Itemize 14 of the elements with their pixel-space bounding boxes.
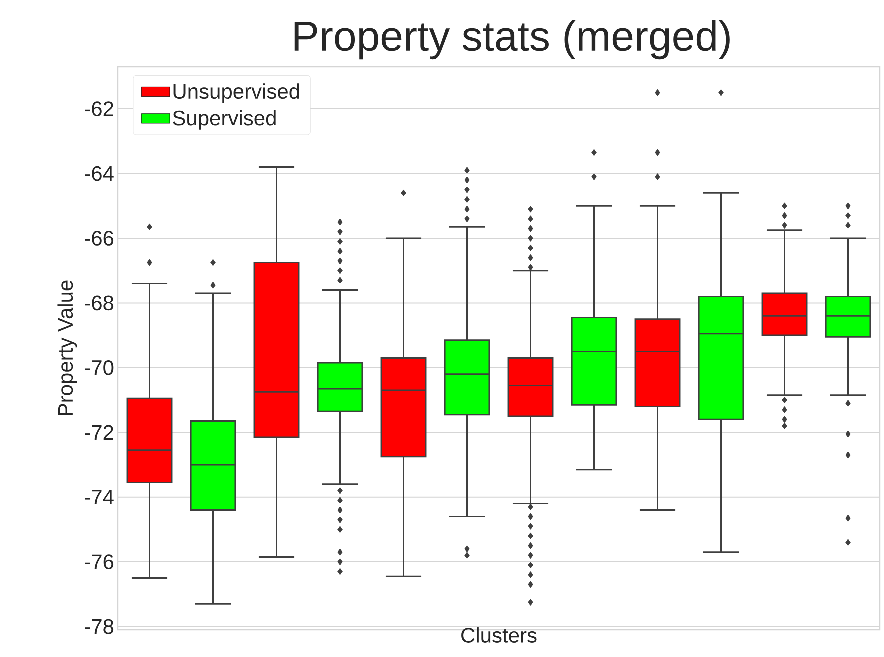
legend-label: Unsupervised (174, 84, 300, 104)
chart-title: Property stats (merged) (294, 20, 730, 60)
y-tick-label: -78 (85, 619, 114, 634)
y-tick-label: -70 (85, 360, 114, 376)
y-tick-label: -66 (85, 231, 114, 246)
y-tick-label: -68 (85, 296, 114, 311)
y-tick-label: -74 (85, 490, 114, 505)
x-axis-title: Clusters (462, 628, 537, 643)
y-tick-label: -76 (85, 554, 114, 570)
y-axis-title: Property Value (58, 280, 78, 416)
y-tick-label: -72 (85, 425, 114, 440)
y-tick-label: -62 (85, 102, 114, 116)
y-tick-label: -64 (85, 166, 114, 182)
legend-label: Supervised (173, 110, 276, 130)
